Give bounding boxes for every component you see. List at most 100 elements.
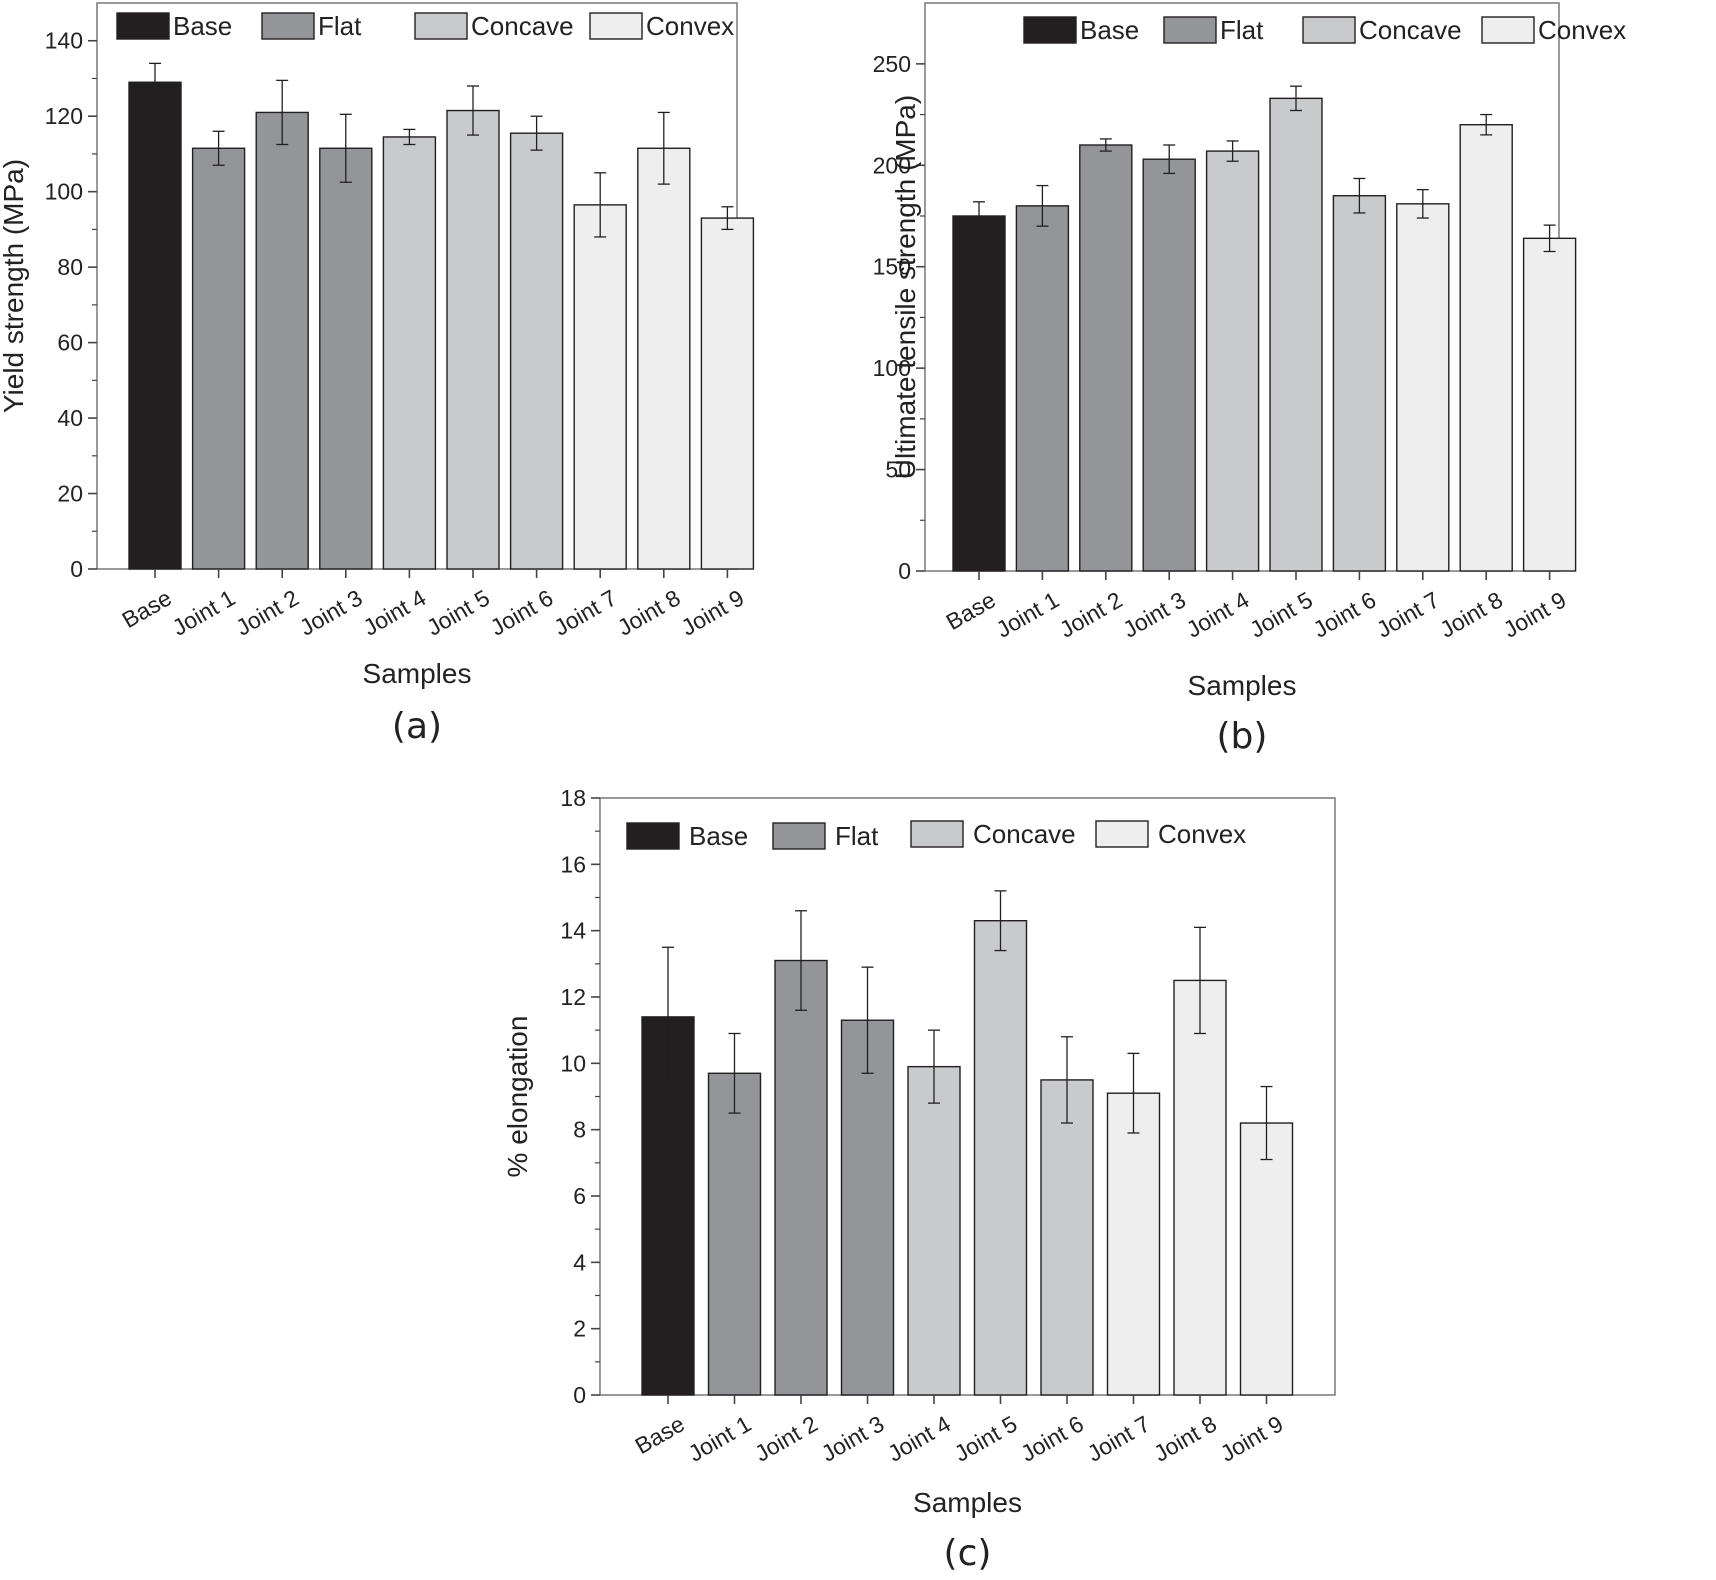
y-tick-label: 0 xyxy=(573,1382,586,1408)
x-tick-label: Joint 2 xyxy=(1055,586,1127,642)
legend-swatch-base xyxy=(1023,16,1077,44)
x-tick-label: Joint 5 xyxy=(950,1410,1022,1466)
x-tick-label: Base xyxy=(941,586,999,635)
y-tick-label: 8 xyxy=(573,1117,586,1143)
legend-label-flat: Flat xyxy=(318,11,362,41)
y-tick-label: 4 xyxy=(573,1249,586,1275)
bar-joint-1 xyxy=(707,1072,762,1396)
y-tick-label: 200 xyxy=(873,152,911,178)
x-tick-label: Joint 1 xyxy=(992,586,1064,642)
bar-base xyxy=(128,81,182,570)
y-axis-title: Ultimate tensile strength (MPa) xyxy=(890,95,921,479)
x-tick-label: Base xyxy=(630,1410,688,1459)
legend-label-base: Base xyxy=(689,821,748,851)
legend-swatch-convex xyxy=(1481,16,1535,44)
x-tick-label: Joint 8 xyxy=(613,584,685,640)
y-tick-label: 2 xyxy=(573,1316,586,1342)
bar-joint-1 xyxy=(191,147,246,570)
y-tick-label: 0 xyxy=(898,558,911,584)
legend-swatch-base xyxy=(116,12,170,40)
bar-joint-9 xyxy=(700,217,755,570)
x-tick-label: Joint 8 xyxy=(1149,1410,1221,1466)
x-tick-label: Joint 9 xyxy=(677,584,749,640)
y-tick-label: 120 xyxy=(45,103,83,129)
legend-swatch-flat xyxy=(772,822,826,850)
bar-joint-5 xyxy=(973,920,1028,1396)
x-tick-label: Joint 2 xyxy=(231,584,303,640)
x-tick-label: Joint 6 xyxy=(1309,586,1381,642)
x-tick-label: Joint 7 xyxy=(549,584,621,640)
y-tick-label: 140 xyxy=(45,28,83,54)
x-tick-label: Joint 4 xyxy=(359,584,431,641)
y-tick-label: 16 xyxy=(560,851,586,877)
legend-label-convex: Convex xyxy=(1158,819,1246,849)
x-tick-label: Joint 8 xyxy=(1435,586,1507,642)
bar-joint-3 xyxy=(319,147,373,570)
bar-joint-7 xyxy=(573,204,627,570)
y-tick-label: 80 xyxy=(57,254,83,280)
x-axis-title: Samples xyxy=(1188,670,1297,701)
bar-joint-6 xyxy=(509,132,564,570)
y-tick-label: 20 xyxy=(57,481,83,507)
legend-label-convex: Convex xyxy=(1538,15,1626,45)
bar-joint-8 xyxy=(1459,124,1513,572)
x-tick-label: Joint 6 xyxy=(1016,1410,1088,1466)
x-tick-label: Joint 3 xyxy=(1118,586,1190,642)
y-tick-label: 150 xyxy=(873,254,911,280)
x-tick-label: Joint 1 xyxy=(684,1410,756,1466)
y-tick-label: 250 xyxy=(873,51,911,77)
x-axis-title: Samples xyxy=(363,658,472,689)
legend-swatch-convex xyxy=(589,12,643,40)
legend-label-base: Base xyxy=(173,11,232,41)
y-tick-label: 14 xyxy=(560,918,586,944)
x-tick-label: Joint 7 xyxy=(1083,1410,1155,1466)
legend-label-base: Base xyxy=(1080,15,1139,45)
y-tick-label: 18 xyxy=(560,785,586,811)
legend-label-concave: Concave xyxy=(973,819,1076,849)
bar-joint-7 xyxy=(1106,1092,1161,1396)
bar-joint-4 xyxy=(907,1065,961,1396)
x-tick-label: Joint 4 xyxy=(883,1410,955,1467)
x-tick-label: Base xyxy=(117,584,175,633)
bar-joint-3 xyxy=(840,1019,895,1396)
x-axis-title: Samples xyxy=(913,1487,1022,1518)
legend-swatch-concave xyxy=(414,12,468,40)
x-tick-label: Joint 5 xyxy=(1245,586,1317,642)
x-tick-label: Joint 7 xyxy=(1372,586,1444,642)
y-tick-label: 100 xyxy=(45,179,83,205)
y-tick-label: 60 xyxy=(57,330,83,356)
bar-joint-2 xyxy=(255,111,309,570)
legend-swatch-base xyxy=(626,822,680,850)
bar-joint-6 xyxy=(1332,195,1387,572)
y-tick-label: 6 xyxy=(573,1183,586,1209)
bar-joint-9 xyxy=(1522,237,1577,572)
x-tick-label: Joint 3 xyxy=(295,584,367,640)
bar-joint-4 xyxy=(382,136,437,570)
legend-swatch-concave xyxy=(910,820,964,848)
bar-joint-2 xyxy=(1079,144,1133,572)
panel-label: (a) xyxy=(392,706,442,747)
y-tick-label: 10 xyxy=(560,1050,586,1076)
x-tick-label: Joint 1 xyxy=(168,584,240,640)
legend-label-flat: Flat xyxy=(1220,15,1264,45)
y-axis-title: Yield strength (MPa) xyxy=(0,159,29,413)
x-tick-label: Joint 2 xyxy=(750,1410,822,1466)
bar-joint-9 xyxy=(1239,1122,1294,1396)
bar-joint-4 xyxy=(1205,150,1260,572)
y-tick-label: 50 xyxy=(885,457,911,483)
bar-joint-7 xyxy=(1396,203,1450,572)
x-tick-label: Joint 6 xyxy=(486,584,558,640)
legend-swatch-flat xyxy=(261,12,315,40)
legend-label-flat: Flat xyxy=(835,821,879,851)
bar-joint-3 xyxy=(1142,158,1196,572)
bar-base xyxy=(952,215,1006,572)
x-tick-label: Joint 9 xyxy=(1216,1410,1288,1466)
x-tick-label: Joint 3 xyxy=(817,1410,889,1466)
bar-joint-1 xyxy=(1015,205,1070,572)
bar-joint-2 xyxy=(774,959,828,1396)
x-tick-label: Joint 4 xyxy=(1182,586,1254,643)
bar-joint-5 xyxy=(446,109,500,570)
